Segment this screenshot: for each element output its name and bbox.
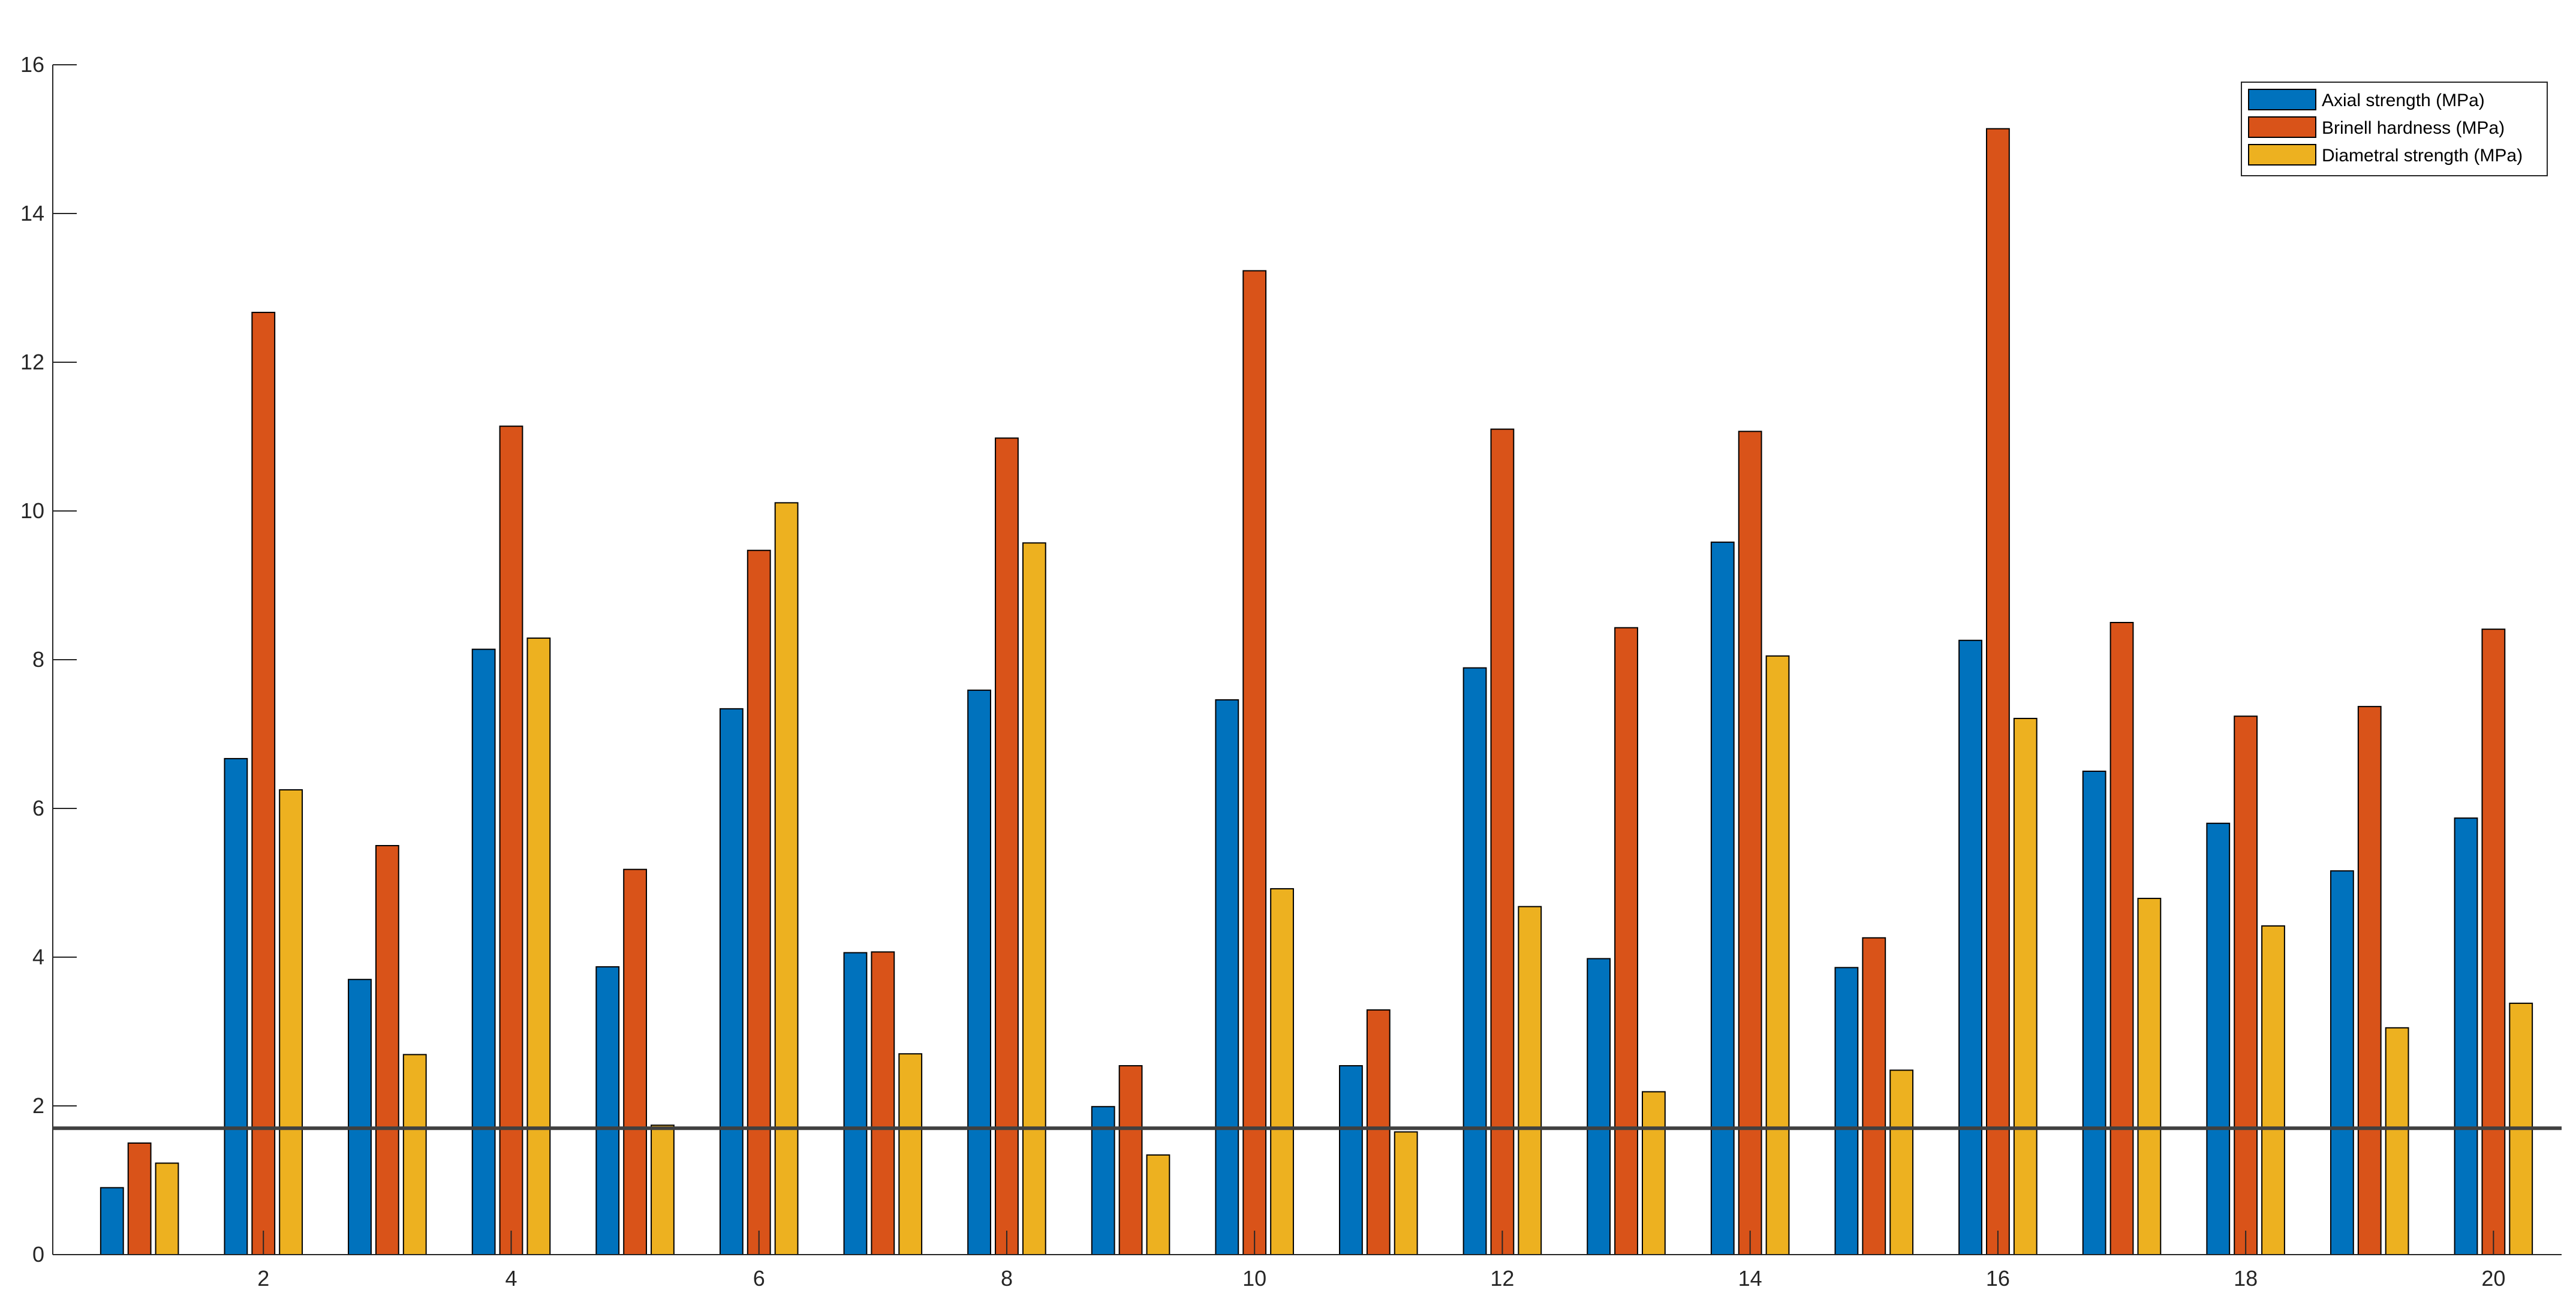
bar-1-20: [2454, 817, 2478, 1255]
y-tick-label: 2: [32, 1093, 44, 1118]
x-tick-label: 16: [1986, 1266, 2010, 1291]
x-tick-label: 20: [2481, 1266, 2505, 1291]
bar-2-17: [2109, 622, 2134, 1255]
bar-1-6: [719, 708, 744, 1255]
bar-2-15: [1862, 937, 1886, 1255]
bar-3-12: [1518, 906, 1542, 1256]
bar-1-9: [1091, 1106, 1115, 1255]
bar-1-13: [1587, 958, 1611, 1255]
bar-1-3: [348, 979, 372, 1255]
legend-label-3: Diametral strength (MPa): [2322, 146, 2523, 166]
legend-label-2: Brinell hardness (MPa): [2322, 118, 2505, 138]
y-tick-label: 10: [20, 498, 44, 523]
y-tick-label: 12: [20, 350, 44, 374]
x-tick-label: 10: [1242, 1266, 1266, 1291]
y-tick-label: 0: [32, 1242, 44, 1267]
bar-3-10: [1270, 888, 1294, 1256]
bar-2-5: [623, 868, 648, 1256]
legend: Axial strength (MPa) Brinell hardness (MP…: [2241, 82, 2548, 176]
bar-1-7: [843, 952, 868, 1256]
bar-1-15: [1834, 967, 1859, 1255]
bar-2-2: [251, 311, 276, 1255]
x-tick-label: 18: [2234, 1266, 2258, 1291]
bar-3-11: [1394, 1131, 1418, 1256]
bar-3-19: [2385, 1027, 2409, 1256]
bar-3-14: [1765, 655, 1790, 1256]
x-tick-label: 2: [257, 1266, 269, 1291]
bar-3-7: [898, 1053, 923, 1255]
bar-1-12: [1462, 667, 1487, 1255]
bar-1-19: [2330, 870, 2354, 1256]
legend-swatch-3: [2248, 144, 2316, 166]
bar-2-1: [127, 1142, 152, 1255]
bar-3-15: [1889, 1069, 1914, 1255]
bar-2-19: [2357, 706, 2382, 1255]
bar-2-11: [1366, 1009, 1391, 1256]
bar-1-18: [2206, 822, 2231, 1256]
bar-1-5: [595, 966, 620, 1255]
y-tick-label: 14: [20, 201, 44, 225]
legend-swatch-1: [2248, 89, 2316, 110]
bar-2-10: [1242, 270, 1267, 1256]
x-tick-label: 14: [1738, 1266, 1762, 1291]
bar-1-11: [1339, 1065, 1363, 1256]
bar-1-2: [224, 757, 248, 1256]
y-tick-label: 6: [32, 796, 44, 820]
x-tick-label: 6: [753, 1266, 765, 1291]
x-tick-label: 8: [1001, 1266, 1013, 1291]
bar-3-16: [2013, 717, 2038, 1255]
y-tick-label: 8: [32, 647, 44, 672]
bar-3-9: [1146, 1154, 1170, 1255]
bar-2-12: [1490, 428, 1515, 1255]
bar-1-16: [1958, 639, 1982, 1255]
bar-2-3: [375, 845, 399, 1255]
bars-layer: [100, 128, 2533, 1256]
bar-2-7: [871, 951, 895, 1255]
bar-2-9: [1118, 1065, 1143, 1256]
bar-3-1: [155, 1162, 179, 1255]
bar-2-14: [1738, 431, 1762, 1256]
bar-3-5: [651, 1124, 675, 1255]
bar-3-13: [1642, 1091, 1666, 1255]
bar-1-1: [100, 1187, 124, 1256]
y-tick-label: 4: [32, 945, 44, 969]
bar-2-20: [2481, 629, 2506, 1255]
legend-swatch-2: [2248, 116, 2316, 138]
bar-1-4: [471, 648, 496, 1255]
bar-1-14: [1710, 542, 1735, 1256]
bar-1-10: [1215, 699, 1239, 1255]
bar-2-8: [995, 437, 1019, 1255]
axes-layer: 0 2 4 6 8 10 12 14 16 2 4 6 8 10 12 14 16 18 20: [20, 52, 2562, 1291]
bar-2-18: [2234, 715, 2258, 1255]
bar-2-6: [747, 549, 771, 1255]
x-tick-label: 12: [1490, 1266, 1514, 1291]
bar-3-3: [402, 1054, 427, 1255]
y-tick-label: 16: [20, 52, 44, 77]
bar-2-4: [499, 425, 523, 1255]
bar-3-17: [2137, 898, 2162, 1256]
bar-2-16: [1985, 128, 2010, 1255]
x-tick-label: 4: [505, 1266, 517, 1291]
legend-label-1: Axial strength (MPa): [2322, 91, 2485, 110]
bar-3-4: [526, 638, 551, 1255]
bar-2-13: [1614, 627, 1638, 1255]
bar-3-8: [1022, 542, 1046, 1256]
bar-1-8: [967, 689, 991, 1255]
bar-3-2: [279, 789, 303, 1255]
bar-3-18: [2261, 925, 2285, 1256]
bar-3-6: [774, 502, 799, 1255]
bar-1-17: [2082, 771, 2106, 1255]
